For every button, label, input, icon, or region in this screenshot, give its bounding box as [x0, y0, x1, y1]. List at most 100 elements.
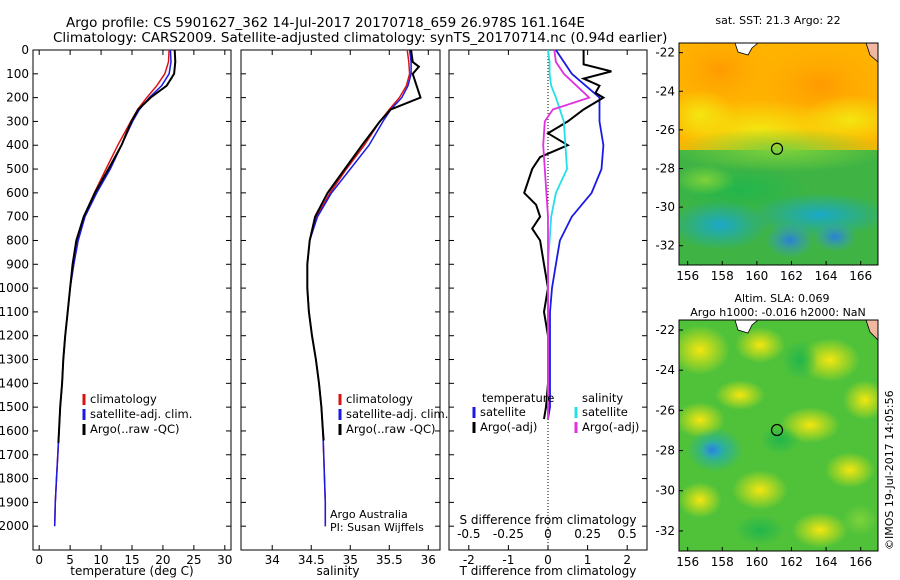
figure-title-line1: Argo profile: CS 5901627_362 14-Jul-2017… — [66, 15, 585, 31]
salinity-xlabel: salinity — [316, 564, 359, 578]
sla-map-axes: 156 158 160 162 164 166 -22 -24 -26 -28 -30 -32 — [655, 323, 872, 569]
y-tick-label: 300 — [6, 114, 29, 128]
sst-map-field — [679, 43, 878, 265]
map-x-tick-label: 164 — [815, 555, 838, 569]
coastline-shape — [865, 320, 878, 341]
map-y-tick-label: -24 — [655, 84, 675, 98]
coastline-shape — [734, 320, 759, 334]
y-tick-label: 1400 — [0, 376, 29, 390]
y-tick-label: 1800 — [0, 472, 29, 486]
difference-xlabel-top: S difference from climatology — [460, 513, 637, 527]
s-tick-label: 0.5 — [618, 527, 637, 541]
legend-title-temperature: temperature — [482, 391, 554, 405]
x-tick-label: 34 — [265, 553, 280, 567]
map-x-tick-label: 162 — [780, 555, 803, 569]
x-tick-label: 35.5 — [376, 553, 403, 567]
map-y-tick-label: -28 — [655, 444, 675, 458]
series-line — [57, 49, 177, 443]
x-tick-label: 36 — [421, 553, 436, 567]
series-line — [547, 49, 605, 420]
map-y-tick-label: -28 — [655, 161, 675, 175]
legend-label: Argo(-adj) — [582, 420, 639, 434]
y-tick-label: 500 — [6, 162, 29, 176]
x-tick-label: 25 — [186, 553, 201, 567]
legend-label: climatology — [90, 392, 157, 406]
sla-map-title: Altim. SLA: 0.069 — [734, 292, 829, 305]
map-x-tick-label: 166 — [849, 555, 872, 569]
map-y-tick-label: -22 — [655, 323, 675, 337]
sst-map-title: sat. SST: 21.3 Argo: 22 — [715, 14, 840, 27]
x-tick-label: 15 — [124, 553, 139, 567]
difference-xlabel: T difference from climatology — [459, 564, 637, 578]
y-tick-label: 0 — [21, 43, 29, 57]
x-tick-label: 20 — [155, 553, 170, 567]
argo-location-marker — [770, 423, 784, 437]
series-line — [306, 49, 411, 527]
temperature-panel: 0 5 10 15 20 25 300100200300400500600700800900… — [0, 43, 232, 567]
argo-location-marker — [770, 142, 784, 155]
salinity-panel: 34 34.5 35 35.5 36 climatologysatellite-adj. … — [241, 49, 448, 567]
y-tick-label: 1900 — [0, 495, 29, 509]
x-tick-label: 0 — [35, 553, 43, 567]
legend-title-salinity: salinity — [582, 391, 623, 405]
map-x-tick-label: 164 — [815, 269, 838, 283]
series-line — [53, 49, 170, 527]
x-tick-label: 30 — [217, 553, 232, 567]
map-y-tick-label: -32 — [655, 524, 675, 538]
x-tick-label: 0 — [544, 553, 552, 567]
s-tick-label: 0 — [544, 527, 552, 541]
y-tick-label: 400 — [6, 138, 29, 152]
y-tick-label: 1700 — [0, 448, 29, 462]
legend-label: Argo(..raw -QC) — [346, 422, 436, 436]
sla-map: Altim. SLA: 0.069 Argo h1000: -0.016 h20… — [655, 292, 879, 569]
sst-map: sat. SST: 21.3 Argo: 22 156 158 160 162 164 1… — [655, 14, 879, 283]
difference-panel: -2 -1 0 1 2 -0.5 -0.25 0 0.25 0.5 temperature salin… — [449, 49, 647, 567]
y-tick-label: 200 — [6, 91, 29, 105]
s-tick-label: -0.25 — [493, 527, 524, 541]
sst-map-axes: 156 158 160 162 164 166 -22 -24 -26 -28 -30 -32 — [655, 46, 872, 283]
y-tick-label: 1100 — [0, 305, 29, 319]
y-tick-label: 1000 — [0, 281, 29, 295]
map-y-tick-label: -26 — [655, 403, 675, 417]
salinity-annotation-pi: PI: Susan Wijffels — [330, 521, 424, 534]
y-tick-label: 800 — [6, 233, 29, 247]
map-x-tick-label: 156 — [676, 269, 699, 283]
sst-map-frame — [678, 42, 879, 266]
temperature-xlabel: temperature (deg C) — [70, 564, 193, 578]
map-x-tick-label: 162 — [780, 269, 803, 283]
x-tick-label: 5 — [66, 553, 74, 567]
series-line — [542, 49, 591, 419]
x-tick-label: 10 — [93, 553, 108, 567]
s-tick-label: 0.25 — [574, 527, 601, 541]
s-tick-label: -0.5 — [457, 527, 480, 541]
x-tick-label: 1 — [584, 553, 592, 567]
legend-label: satellite-adj. clim. — [346, 407, 448, 421]
map-x-tick-label: 158 — [711, 555, 734, 569]
map-x-tick-label: 156 — [676, 555, 699, 569]
series-line — [523, 50, 612, 420]
legend-label: satellite — [480, 405, 526, 419]
x-tick-label: -1 — [502, 553, 514, 567]
y-tick-label: 900 — [6, 257, 29, 271]
map-y-tick-label: -32 — [655, 239, 675, 253]
map-y-tick-label: -26 — [655, 123, 675, 137]
sla-map-frame — [678, 319, 879, 552]
legend-label: climatology — [346, 392, 413, 406]
temperature-panel-frame — [32, 49, 232, 551]
y-tick-label: 700 — [6, 210, 29, 224]
legend-label: satellite — [582, 405, 628, 419]
legend-label: Argo(..raw -QC) — [90, 422, 180, 436]
map-x-tick-label: 166 — [849, 269, 872, 283]
map-y-tick-label: -22 — [655, 46, 675, 60]
x-tick-label: -2 — [463, 553, 475, 567]
coastline-shape — [865, 43, 878, 63]
series-line — [306, 49, 412, 527]
salinity-panel-frame — [240, 49, 441, 551]
y-tick-label: 1500 — [0, 400, 29, 414]
series-line — [53, 49, 172, 527]
series-line — [306, 49, 422, 441]
sla-map-subtitle: Argo h1000: -0.016 h2000: NaN — [690, 306, 866, 319]
legend-label: satellite-adj. clim. — [90, 407, 192, 421]
map-x-tick-label: 158 — [711, 269, 734, 283]
